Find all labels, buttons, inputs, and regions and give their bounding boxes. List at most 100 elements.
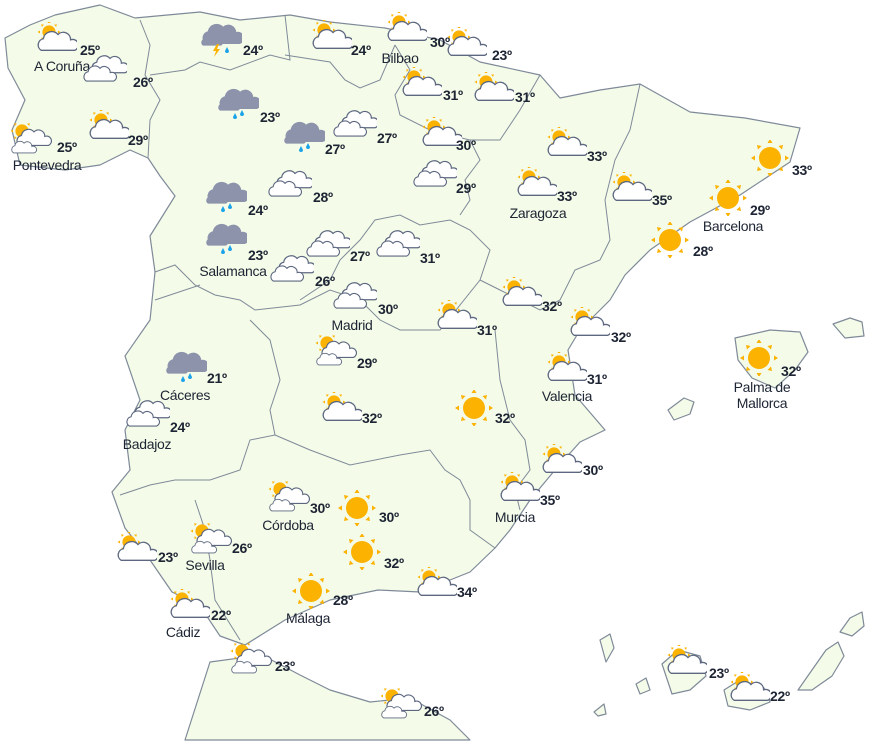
sun-cloud-icon: [308, 18, 355, 56]
temperature: 28º: [693, 243, 713, 259]
temperature: 33º: [792, 162, 812, 178]
rain-icon: [203, 180, 250, 216]
temperature: 29º: [750, 202, 770, 218]
temperature: 31º: [443, 87, 463, 103]
city-label: Palma de Mallorca: [733, 379, 791, 411]
temperature: 24º: [351, 42, 371, 58]
temperature: 30º: [310, 500, 330, 516]
temperature: 26º: [232, 540, 252, 556]
city-label: Murcia: [494, 509, 536, 525]
temperature: 35º: [540, 492, 560, 508]
clouds-icon: [268, 167, 315, 203]
la-palma: [599, 633, 615, 663]
temperature: 27º: [350, 248, 370, 264]
fuerteventura: [797, 641, 845, 691]
sun-clouds-icon: [228, 639, 273, 678]
rain-icon: [281, 120, 328, 156]
city-label: Málaga: [285, 610, 331, 626]
clouds-icon: [413, 157, 460, 193]
temperature: 30º: [430, 34, 450, 50]
temperature: 30º: [379, 509, 399, 525]
sun-icon: [289, 572, 333, 610]
clouds-icon: [83, 52, 130, 88]
temperature: 31º: [477, 322, 497, 338]
city-label: Madrid: [331, 317, 373, 333]
city-label: Córdoba: [262, 517, 314, 533]
temperature: 23º: [260, 109, 280, 125]
city-label: A Coruña: [34, 58, 90, 74]
sun-cloud-icon: [543, 125, 590, 163]
city-label: Bilbao: [381, 50, 419, 66]
temperature: 24º: [248, 202, 268, 218]
sun-icon: [335, 489, 379, 527]
temperature: 23º: [492, 47, 512, 63]
temperature: 32º: [611, 329, 631, 345]
sun-cloud-icon: [413, 565, 460, 603]
city-label: Cádiz: [165, 624, 201, 640]
sun-cloud-icon: [383, 10, 430, 48]
temperature: 30º: [583, 462, 603, 478]
temperature: 21º: [207, 370, 227, 386]
city-label: Pontevedra: [12, 157, 82, 173]
sun-clouds-icon: [266, 477, 311, 516]
clouds-icon: [376, 227, 423, 263]
temperature: 26º: [133, 74, 153, 90]
temperature: 22º: [770, 688, 790, 704]
temperature: 32º: [384, 555, 404, 571]
sun-icon: [748, 139, 792, 177]
sun-cloud-icon: [398, 65, 445, 103]
temperature: 29º: [128, 132, 148, 148]
temperature: 26º: [424, 703, 444, 719]
temperature: 31º: [420, 250, 440, 266]
sun-icon: [452, 389, 496, 427]
temperature: 32º: [781, 363, 801, 379]
temperature: 23º: [275, 658, 295, 674]
temperature: 30º: [456, 137, 476, 153]
sun-cloud-icon: [166, 587, 213, 625]
sun-cloud-icon: [318, 390, 365, 428]
sun-clouds-icon: [313, 331, 358, 370]
sun-cloud-icon: [470, 70, 517, 108]
north-africa: [184, 654, 471, 741]
rain-icon: [215, 87, 262, 123]
temperature: 28º: [333, 592, 353, 608]
sun-cloud-icon: [608, 170, 655, 208]
sun-cloud-icon: [538, 442, 585, 480]
temperature: 31º: [587, 371, 607, 387]
clouds-icon: [333, 279, 380, 315]
city-label: Badajoz: [122, 436, 172, 452]
sun-cloud-icon: [433, 298, 480, 336]
sun-cloud-icon: [513, 165, 560, 203]
sun-cloud-icon: [496, 470, 543, 508]
temperature: 31º: [515, 89, 535, 105]
clouds-icon: [333, 107, 380, 143]
sun-clouds-icon: [188, 519, 233, 558]
menorca: [832, 317, 865, 339]
sun-cloud-icon: [443, 25, 490, 63]
lanzarote: [839, 611, 865, 637]
el-hierro: [593, 703, 607, 717]
city-label: Sevilla: [185, 557, 225, 573]
temperature: 25º: [80, 42, 100, 58]
city-label: Zaragoza: [509, 205, 567, 221]
temperature: 26º: [315, 273, 335, 289]
temperature: 24º: [170, 419, 190, 435]
rain-icon: [203, 222, 250, 258]
temperature: 33º: [587, 148, 607, 164]
sun-icon: [340, 533, 384, 571]
mallorca: [734, 329, 809, 389]
temperature: 23º: [158, 549, 178, 565]
ibiza: [667, 397, 695, 421]
city-label: Valencia: [541, 388, 593, 404]
temperature: 32º: [362, 410, 382, 426]
temperature: 32º: [495, 410, 515, 426]
sun-cloud-icon: [113, 530, 160, 568]
city-label: Barcelona: [702, 218, 764, 234]
temperature: 29º: [456, 180, 476, 196]
sun-cloud-icon: [663, 643, 710, 681]
city-label: Cáceres: [159, 387, 211, 403]
sun-icon: [648, 221, 692, 259]
storm-icon: [198, 22, 245, 58]
temperature: 29º: [357, 355, 377, 371]
